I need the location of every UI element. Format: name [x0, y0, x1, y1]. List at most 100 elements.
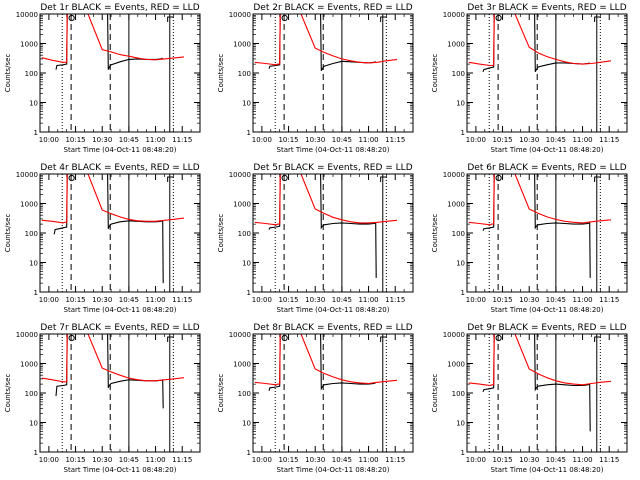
chart-panel-1: Det 1r BLACK = Events, RED = LLD Counts/s…: [4, 3, 201, 154]
y-tick-label: 100: [25, 230, 38, 238]
y-tick-label: 10000: [229, 331, 251, 339]
marker-circle: [281, 174, 288, 182]
y-tick-label: 10: [242, 260, 251, 268]
y-tick-label: 1000: [20, 201, 38, 209]
x-tick-label: 11:00: [145, 136, 165, 144]
x-tick-label: 10:45: [546, 456, 566, 464]
plot-frame: [252, 333, 414, 453]
y-tick-label: 1: [34, 129, 38, 137]
y-tick-label: 10: [29, 100, 38, 108]
y-tick-label: 1000: [20, 41, 38, 49]
y-axis-label: Counts/sec: [431, 54, 439, 93]
plot-frame: [39, 173, 201, 293]
chart-title: Det 4r BLACK = Events, RED = LLD: [40, 163, 199, 173]
y-tick-label: 1000: [233, 41, 251, 49]
marker-circle: [495, 174, 502, 182]
chart-title: Det 7r BLACK = Events, RED = LLD: [40, 323, 199, 333]
chart-title: Det 5r BLACK = Events, RED = LLD: [253, 163, 412, 173]
y-tick-label: 100: [452, 70, 465, 78]
y-tick-label: 10: [242, 100, 251, 108]
plot-frame: [39, 13, 201, 133]
plot-area: [468, 174, 612, 292]
x-tick-label: 11:00: [572, 136, 592, 144]
y-tick-label: 1: [461, 129, 465, 137]
y-axis-label: Counts/sec: [217, 374, 225, 413]
y-tick-label: 10: [242, 420, 251, 428]
y-tick-label: 1000: [447, 361, 465, 369]
x-tick-label: 10:30: [92, 136, 112, 144]
x-tick-label: 11:15: [385, 136, 405, 144]
x-axis-label: Start Time (04-Oct-11 08:48:20): [64, 466, 177, 474]
y-tick-label: 1000: [233, 201, 251, 209]
chart-panel-9: Det 9r BLACK = Events, RED = LLD Counts/s…: [431, 323, 628, 474]
chart-title: Det 6r BLACK = Events, RED = LLD: [467, 163, 626, 173]
series-line-lld: [41, 334, 185, 383]
y-axis-label: Counts/sec: [217, 54, 225, 93]
series-line-lld: [468, 334, 612, 387]
y-tick-label: 1: [247, 129, 251, 137]
x-tick-label: 10:45: [546, 296, 566, 304]
chart-title: Det 9r BLACK = Events, RED = LLD: [467, 323, 626, 333]
y-axis-label: Counts/sec: [431, 374, 439, 413]
x-tick-label: 10:30: [305, 456, 325, 464]
x-axis-label: Start Time (04-Oct-11 08:48:20): [277, 466, 390, 474]
x-tick-label: 11:15: [172, 296, 192, 304]
x-tick-label: 10:00: [252, 456, 272, 464]
series-line-lld: [254, 174, 398, 226]
chart-panel-2: Det 2r BLACK = Events, RED = LLD Counts/s…: [217, 3, 414, 154]
x-tick-label: 10:30: [92, 456, 112, 464]
x-tick-label: 10:45: [119, 456, 139, 464]
y-tick-label: 1: [34, 289, 38, 297]
y-tick-label: 100: [238, 390, 251, 398]
marker-circle: [281, 14, 288, 22]
x-tick-label: 11:00: [358, 296, 378, 304]
series-line-events: [482, 334, 591, 432]
y-tick-label: 100: [452, 230, 465, 238]
plot-frame: [252, 173, 414, 293]
marker-circle: [495, 14, 502, 22]
x-tick-label: 10:30: [305, 136, 325, 144]
y-tick-label: 10: [29, 420, 38, 428]
chart-panel-6: Det 6r BLACK = Events, RED = LLD Counts/s…: [431, 163, 628, 314]
x-tick-label: 10:45: [119, 136, 139, 144]
y-tick-label: 10: [29, 260, 38, 268]
y-tick-label: 1: [247, 289, 251, 297]
x-axis-label: Start Time (04-Oct-11 08:48:20): [491, 146, 604, 154]
chart-title: Det 2r BLACK = Events, RED = LLD: [253, 3, 412, 13]
x-tick-label: 11:00: [572, 456, 592, 464]
marker-circle: [68, 14, 75, 22]
x-tick-label: 10:00: [252, 296, 272, 304]
marker-circle: [495, 334, 502, 342]
marker-step-bracket: [167, 16, 174, 22]
x-tick-label: 10:30: [519, 456, 539, 464]
x-axis-label: Start Time (04-Oct-11 08:48:20): [491, 306, 604, 314]
plot-area: [468, 14, 612, 132]
chart-title: Det 8r BLACK = Events, RED = LLD: [253, 323, 412, 333]
plot-area: [254, 174, 398, 292]
y-tick-label: 100: [25, 70, 38, 78]
y-tick-label: 1: [461, 289, 465, 297]
x-tick-label: 10:00: [466, 296, 486, 304]
x-tick-label: 10:15: [492, 296, 512, 304]
x-tick-label: 10:15: [65, 456, 85, 464]
x-tick-label: 11:00: [358, 456, 378, 464]
marker-circle: [281, 334, 288, 342]
chart-panel-4: Det 4r BLACK = Events, RED = LLD Counts/s…: [4, 163, 201, 314]
plot-frame: [466, 333, 628, 453]
series-line-lld: [468, 174, 612, 226]
y-tick-label: 10: [456, 260, 465, 268]
marker-step-bracket: [594, 336, 601, 342]
plot-frame: [39, 333, 201, 453]
x-tick-label: 10:45: [332, 296, 352, 304]
plot-area: [254, 334, 398, 452]
x-tick-label: 11:15: [385, 296, 405, 304]
y-tick-label: 1: [34, 449, 38, 457]
y-tick-label: 1000: [20, 361, 38, 369]
plot-area: [41, 14, 185, 132]
x-tick-label: 10:15: [278, 456, 298, 464]
y-tick-label: 1: [461, 449, 465, 457]
y-tick-label: 10000: [229, 11, 251, 19]
x-tick-label: 10:45: [119, 296, 139, 304]
